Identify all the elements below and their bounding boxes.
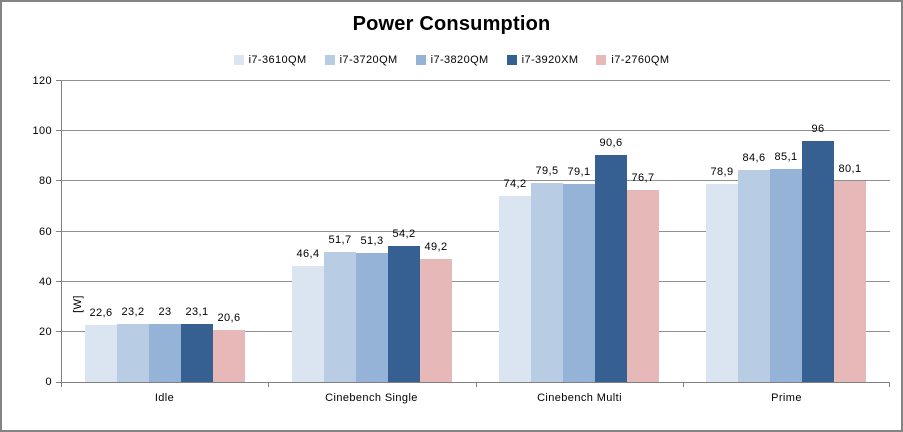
legend-label: i7-3720QM: [339, 54, 398, 66]
bar: [117, 324, 149, 382]
gridline: [61, 330, 890, 332]
legend-swatch: [324, 55, 335, 65]
bar-value-label: 23,2: [121, 306, 145, 318]
y-axis-line: [61, 81, 62, 382]
x-axis-line: [61, 382, 890, 383]
gridline: [61, 280, 890, 282]
bar: [499, 196, 531, 382]
bar: [531, 183, 563, 382]
category-label: Cinebench Single: [325, 392, 418, 404]
bar: [356, 253, 388, 382]
chart-title: Power Consumption: [352, 13, 551, 35]
category-label: Cinebench Multi: [537, 392, 622, 404]
bar: [563, 184, 595, 382]
y-axis-tick: [56, 180, 61, 182]
category-label: Idle: [154, 392, 175, 404]
bar: [834, 181, 866, 382]
x-axis-tick: [683, 383, 684, 387]
bar-value-label: 79,1: [567, 166, 591, 178]
legend-item: i7-3720QM: [324, 54, 398, 66]
bar-value-label: 49,2: [424, 241, 448, 253]
legend-item: i7-3610QM: [233, 54, 307, 66]
x-axis-tick: [889, 383, 890, 387]
y-axis-tick: [56, 382, 61, 383]
bar-value-label: 51,7: [328, 234, 352, 246]
bar: [388, 246, 420, 382]
legend: i7-3610QM i7-3720QM i7-3820QM i7-3920XM i7-2…: [2, 54, 901, 66]
legend-swatch: [415, 55, 426, 65]
bar-value-label: 76,7: [631, 172, 655, 184]
bar-value-label: 20,6: [217, 312, 241, 324]
y-axis-tick-label: 40: [38, 275, 52, 288]
y-axis-tick-label: 100: [32, 125, 52, 138]
legend-swatch: [596, 55, 607, 65]
y-axis-tick: [56, 230, 61, 232]
bar: [85, 325, 117, 382]
bar-value-label: 78,9: [710, 166, 734, 178]
bar-value-label: 46,4: [296, 248, 320, 260]
y-axis-tick: [56, 330, 61, 332]
gridline: [61, 230, 890, 232]
bar: [420, 259, 452, 382]
legend-label: i7-3610QM: [248, 54, 307, 66]
legend-label: i7-2760QM: [611, 54, 670, 66]
legend-item: i7-2760QM: [596, 54, 669, 66]
bar: [770, 169, 802, 382]
y-axis-tick-label: 0: [45, 376, 52, 388]
legend-item: i7-3920XM: [506, 54, 579, 66]
bar: [324, 252, 356, 382]
gridline: [61, 180, 890, 182]
bar-value-label: 23: [158, 306, 172, 318]
bar: [802, 141, 834, 382]
bar-value-label: 51,3: [360, 235, 384, 247]
bar: [627, 190, 659, 382]
bar: [213, 330, 245, 382]
legend-swatch: [506, 55, 517, 65]
y-axis-tick: [56, 130, 61, 132]
bar-value-label: 54,2: [392, 228, 416, 240]
gridline: [61, 130, 890, 132]
y-axis-tick: [56, 80, 61, 81]
x-axis-tick: [476, 383, 477, 387]
bar: [706, 184, 738, 382]
category-label: Prime: [771, 392, 802, 404]
bar-value-label: 22,6: [89, 307, 113, 319]
bar-value-label: 90,6: [599, 137, 623, 149]
bar-value-label: 84,6: [742, 152, 766, 164]
legend-item: i7-3820QM: [415, 54, 489, 66]
bar: [738, 170, 770, 382]
bar: [595, 155, 627, 382]
plot-area: [W] 0 20 40 60 80 100 120 22,6 23,2 23 23,1 20,6 Idl…: [32, 75, 890, 404]
bar: [149, 324, 181, 382]
x-axis-tick: [61, 383, 62, 387]
bar-value-label: 80,1: [838, 163, 862, 175]
bar-value-label: 79,5: [535, 165, 559, 177]
bar-value-label: 96: [811, 123, 825, 135]
legend-swatch: [233, 55, 244, 65]
y-axis-tick: [56, 280, 61, 282]
y-axis-tick-label: 120: [32, 75, 52, 87]
bar-value-label: 85,1: [774, 151, 798, 163]
legend-label: i7-3820QM: [430, 54, 489, 66]
bar: [292, 266, 324, 382]
bar-value-label: 23,1: [185, 306, 209, 318]
y-axis-tick-label: 80: [38, 175, 52, 188]
bar: [181, 324, 213, 382]
gridline: [61, 80, 890, 81]
y-axis-tick-label: 20: [38, 325, 52, 338]
legend-label: i7-3920XM: [521, 54, 579, 66]
bar-value-label: 74,2: [503, 178, 527, 190]
x-axis-tick: [268, 383, 269, 387]
y-axis-tick-label: 60: [38, 225, 52, 238]
